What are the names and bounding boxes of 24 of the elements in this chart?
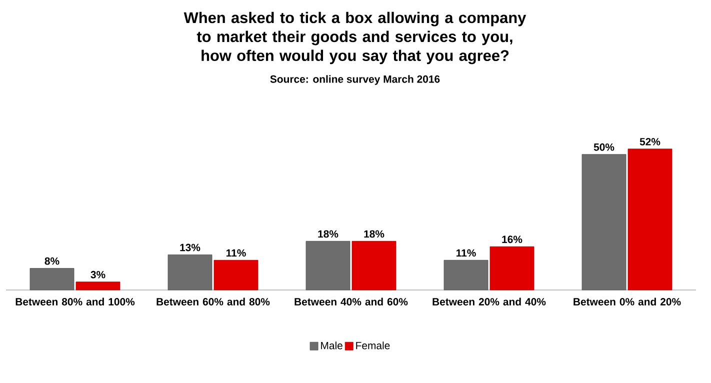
data-label: 11% xyxy=(456,249,476,257)
bar xyxy=(76,282,120,290)
chart-title: When asked to tick a box allowing a company to market their goods and services to you, how often would you say that you agree? xyxy=(184,12,526,64)
legend-label: Female xyxy=(356,342,390,350)
bar xyxy=(352,240,396,290)
x-tick-label: Between 20% and 40% xyxy=(432,298,546,306)
data-label: 8% xyxy=(44,257,60,265)
data-label: 18% xyxy=(364,230,384,238)
bar xyxy=(628,148,672,290)
data-label: 11% xyxy=(226,249,246,257)
data-label: 3% xyxy=(90,270,106,278)
bar xyxy=(214,260,258,290)
data-label: 50% xyxy=(594,143,614,151)
x-tick-label: Between 80% and 100% xyxy=(16,298,135,306)
chart-subtitle: Source: online survey March 2016 xyxy=(270,75,440,85)
data-label: 13% xyxy=(180,244,200,252)
x-tick-label: Between 40% and 60% xyxy=(294,298,408,306)
x-tick-label: Between 60% and 80% xyxy=(156,298,270,306)
data-label: 52% xyxy=(640,138,660,146)
data-label: 16% xyxy=(502,236,522,244)
data-label: 18% xyxy=(318,230,338,238)
x-tick-label: Between 0% and 20% xyxy=(574,298,681,306)
bar xyxy=(490,246,534,290)
legend-label: Male xyxy=(321,342,342,350)
